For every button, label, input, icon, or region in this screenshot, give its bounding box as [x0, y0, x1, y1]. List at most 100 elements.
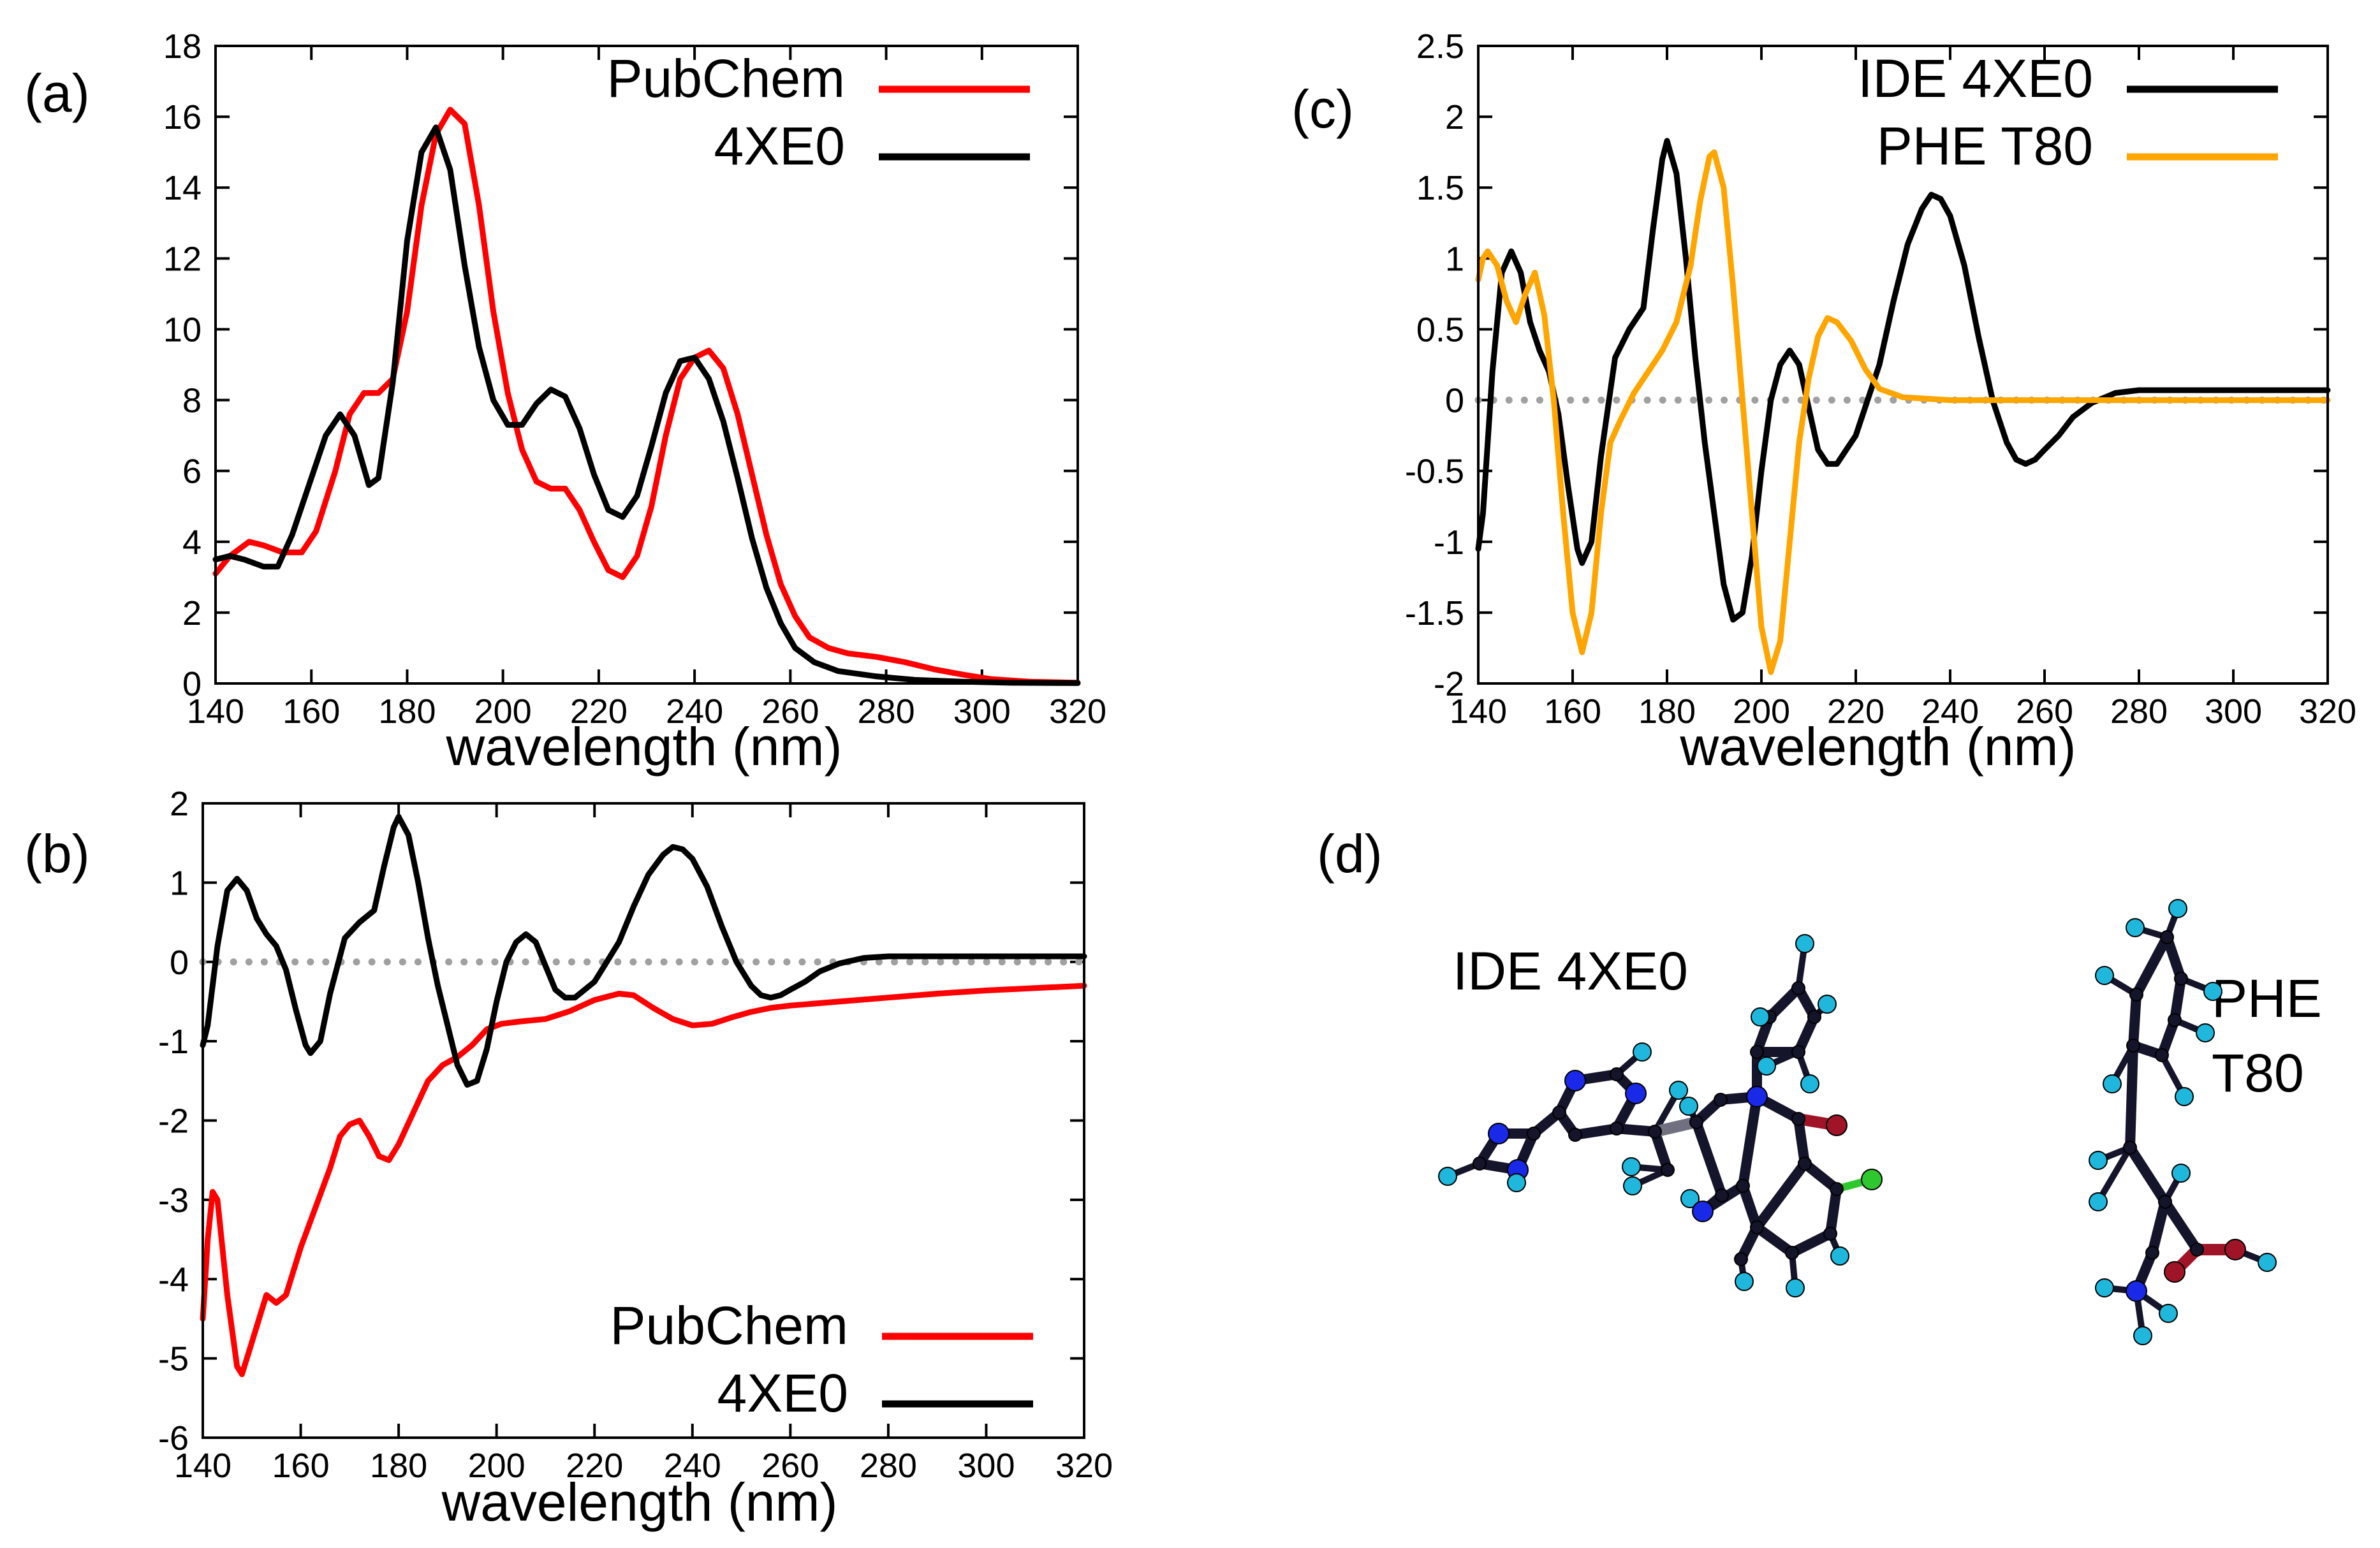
panel-b-y-tick-label-8: 2	[170, 785, 189, 823]
phe-atom-oxygen-19	[2164, 1261, 2185, 1283]
panel-b-label: (b)	[24, 824, 90, 884]
phe-atom-carbon-11	[2129, 988, 2143, 1002]
panel-a-y-tick-label-0: 0	[182, 665, 202, 703]
panel-c-y-tick-label-1: -1.5	[1405, 594, 1464, 632]
panel-c-y-tick-label-7: 1.5	[1416, 169, 1464, 207]
panel-b-legend: PubChem 4XE0	[610, 1296, 1033, 1423]
ide-atom-carbon-28	[1750, 1220, 1764, 1234]
phe-atom-hydrogen-12	[2095, 966, 2114, 985]
ide-bond-40	[1738, 1092, 1762, 1191]
phe-atom-hydrogen-17	[2171, 1164, 2191, 1183]
ide-atom-hydrogen-47	[1679, 1097, 1698, 1116]
molecule-label-phe-line1: PHE	[2212, 968, 2322, 1028]
panel-a-x-tick-label-1: 160	[283, 692, 340, 731]
panel-b-series-line-4xe0	[200, 814, 1087, 1088]
panel-c-y-tick-label-6: 1	[1445, 240, 1464, 278]
ide-atom-hydrogen-30	[1680, 1189, 1700, 1208]
ide-bond-19	[1649, 1116, 1702, 1137]
panel-a-x-tick-label-8: 300	[953, 692, 1011, 731]
panel-c-label: (c)	[1291, 79, 1354, 139]
phe-bond-15	[2095, 1144, 2133, 1205]
panel-c-x-tick-label-0: 140	[1450, 692, 1507, 731]
phe-atom-hydrogen-2	[2168, 899, 2187, 918]
panel-c-series-lines	[1475, 138, 2331, 675]
panel-a-y-tick-label-5: 10	[163, 310, 202, 349]
panel-b-x-tick-label-3: 200	[468, 1447, 525, 1485]
panel-c-plot-frame	[1477, 45, 2329, 685]
panel-a-x-tick-label-2: 180	[378, 692, 436, 731]
panel-a-line-chart: (a) 0 2 4 6 8 10 12 14 16 18 140 160 180 200 220 240 26…	[24, 27, 1106, 777]
panel-b-x-tick-label-4: 220	[566, 1447, 623, 1485]
phe-atom-hydrogen-25	[2133, 1326, 2152, 1345]
ide-atom-hydrogen-15	[1622, 1157, 1641, 1176]
panel-b-series-lines	[200, 814, 1087, 1377]
phe-atom-hydrogen-8	[2175, 1087, 2194, 1106]
phe-bond-2	[2162, 932, 2186, 984]
ide-atom-carbon-32	[1736, 1179, 1750, 1193]
ide-atom-carbon-40	[1807, 1010, 1821, 1024]
ide-atom-carbon-13	[1648, 1125, 1662, 1139]
panel-a-legend-label-4xe0: 4XE0	[714, 116, 846, 176]
phe-atom-hydrogen-6	[2196, 1023, 2215, 1042]
ide-bond-35	[1738, 1181, 1762, 1232]
panel-c-x-tick-label-5: 240	[1921, 692, 1979, 731]
ide-atom-carbon-39	[1791, 981, 1805, 995]
phe-atom-carbon-16	[2158, 1195, 2172, 1209]
phe-atom-carbon-13	[2123, 1141, 2137, 1155]
molecule-label-ide-4xe0: IDE 4XE0	[1453, 941, 1688, 1001]
panel-a-y-tick-label-1: 2	[182, 594, 202, 632]
panel-a-series-line-4xe0	[212, 124, 1081, 686]
panel-c-x-ticks: 140 160 180 200 220 240 260 280 300 320	[1450, 46, 2356, 731]
panel-a-y-tick-label-6: 12	[163, 240, 202, 278]
panel-a-x-tick-label-3: 200	[474, 692, 532, 731]
panel-b-y-tick-label-3: -3	[158, 1181, 189, 1220]
ide-bond-39	[1691, 1117, 1727, 1201]
panel-c-x-tick-label-2: 180	[1638, 692, 1696, 731]
panel-a-label: (a)	[24, 63, 90, 123]
ide-atom-hydrogen-42	[1757, 1056, 1776, 1076]
ide-bond-30	[1752, 1158, 1810, 1232]
panel-a-y-tick-label-3: 6	[182, 453, 202, 491]
ide-atom-carbon-8	[1610, 1067, 1624, 1081]
panel-b-x-tick-label-0: 140	[174, 1447, 231, 1485]
ide-atom-carbon-33	[1715, 1188, 1729, 1202]
ide-atom-oxygen-22	[1826, 1114, 1847, 1136]
panel-c-line-chart: (c) -2 -1.5 -1 -0.5 0 0.5 1 1.5 2 2.5 140 160 180 20…	[1291, 27, 2356, 777]
panel-b-legend-label-pubchem: PubChem	[610, 1296, 848, 1355]
ide-atom-carbon-12	[1568, 1128, 1582, 1142]
phe-atom-carbon-1	[2160, 930, 2174, 944]
phe-atom-oxygen-20	[2224, 1239, 2246, 1260]
panel-a-y-tick-label-8: 16	[163, 98, 202, 136]
ide-atom-hydrogen-0	[1438, 1167, 1457, 1186]
molecule-label-t80-line2: T80	[2212, 1043, 2304, 1103]
panel-a-legend-label-pubchem: PubChem	[606, 48, 845, 108]
phe-bond-13	[2125, 1041, 2138, 1153]
ide-atom-carbon-24	[1830, 1182, 1844, 1196]
ide-atom-fluorine-25	[1861, 1169, 1883, 1190]
ide-atom-hydrogen-16	[1623, 1176, 1642, 1195]
panel-a-y-ticks: 0 2 4 6 8 10 12 14 16 18	[163, 27, 1078, 703]
panel-c-y-tick-label-3: -0.5	[1405, 453, 1464, 491]
panel-b-y-tick-label-5: -1	[158, 1023, 189, 1061]
ide-atom-carbon-21	[1791, 1112, 1805, 1126]
phe-atom-hydrogen-21	[2258, 1253, 2277, 1272]
panel-a-x-tick-label-4: 220	[570, 692, 628, 731]
panel-b-legend-label-4xe0: 4XE0	[717, 1363, 849, 1423]
ide-atom-carbon-18	[1689, 1115, 1703, 1129]
ide-bond-24	[1793, 1114, 1810, 1169]
panel-a-plot-frame	[214, 45, 1079, 685]
ide-atom-carbon-23	[1798, 1157, 1812, 1171]
phe-atom-hydrogen-14	[2089, 1151, 2108, 1170]
ide-atom-hydrogen-45	[1818, 995, 1837, 1014]
panel-c-legend-label-ide-4xe0: IDE 4XE0	[1858, 48, 2093, 108]
molecule-ide-4xe0-ball-and-stick	[1438, 934, 1883, 1297]
ide-atom-carbon-6	[1552, 1106, 1566, 1120]
panel-b-y-tick-label-0: -6	[158, 1419, 189, 1457]
panel-b-x-tick-label-6: 260	[761, 1447, 819, 1485]
panel-b-x-axis-label: wavelength (nm)	[441, 1472, 838, 1532]
panel-c-x-tick-label-8: 300	[2205, 692, 2262, 731]
panel-a-x-tick-label-0: 140	[187, 692, 244, 731]
panel-b-x-tick-label-2: 180	[370, 1447, 427, 1485]
panel-b-x-tick-label-1: 160	[272, 1447, 330, 1485]
